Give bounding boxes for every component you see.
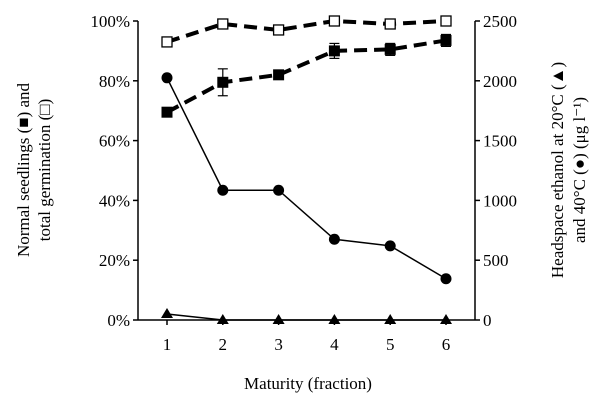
x-tick-label: 5: [386, 335, 395, 354]
left-axis-title-line1: Normal seedlings (■) and: [14, 82, 33, 257]
data-point-ethanol_40C: [384, 240, 396, 252]
x-tick-label: 4: [330, 335, 339, 354]
data-point-ethanol_20C: [440, 314, 452, 324]
left-tick-label: 40%: [99, 191, 130, 210]
data-point-ethanol_20C: [161, 308, 173, 319]
series-lines: [166, 18, 447, 321]
right-tick-label: 2500: [483, 12, 517, 31]
x-tick-label: 1: [163, 335, 172, 354]
x-tick-label: 6: [442, 335, 451, 354]
x-tick-label: 2: [219, 335, 228, 354]
series-line-ethanol_40C: [166, 77, 447, 280]
data-point-ethanol_20C: [216, 314, 229, 324]
data-point-normal_seedlings: [328, 45, 340, 57]
data-point-total_germination: [272, 24, 285, 36]
left-tick-label: 60%: [99, 132, 130, 151]
markers: [161, 15, 452, 324]
data-point-ethanol_20C: [272, 314, 285, 324]
error-bars: [162, 33, 451, 118]
data-point-ethanol_40C: [273, 184, 285, 196]
data-point-ethanol_40C: [217, 184, 229, 196]
series-line-total_germination: [166, 18, 447, 44]
data-point-normal_seedlings: [217, 76, 229, 88]
data-point-normal_seedlings: [384, 43, 396, 55]
data-point-total_germination: [161, 36, 173, 48]
data-point-ethanol_40C: [440, 273, 452, 285]
right-tick-label: 0: [483, 311, 492, 330]
left-tick-label: 0%: [107, 311, 130, 330]
right-axis-title-line1: Headspace ethanol at 20°C (▲): [548, 62, 567, 278]
data-point-ethanol_20C: [384, 314, 397, 324]
series-line-ethanol_20C: [166, 313, 446, 321]
left-tick-label: 20%: [99, 251, 130, 270]
x-axis-title: Maturity (fraction): [244, 374, 372, 393]
data-point-total_germination: [384, 18, 396, 30]
left-axis-title-line2: total germination (□): [35, 99, 54, 241]
right-tick-label: 500: [483, 251, 509, 270]
data-point-normal_seedlings: [161, 106, 173, 118]
right-tick-label: 1000: [483, 191, 517, 210]
data-point-normal_seedlings: [273, 69, 285, 81]
ticks: 0% 20% 40% 60% 80% 100% 0 500 1000 1500 2000 2500 1 2…: [90, 12, 517, 354]
data-point-ethanol_40C: [161, 72, 173, 84]
left-tick-label: 80%: [99, 72, 130, 91]
data-point-total_germination: [440, 15, 452, 27]
data-point-ethanol_20C: [328, 314, 341, 324]
data-point-normal_seedlings: [440, 34, 452, 46]
data-point-total_germination: [217, 18, 229, 30]
data-point-ethanol_40C: [328, 233, 340, 245]
data-point-total_germination: [328, 15, 341, 27]
right-tick-label: 2000: [483, 72, 517, 91]
right-axis-title-line2: and 40°C (●) (μg l⁻¹): [570, 97, 589, 243]
axes: [137, 21, 476, 321]
series-line-normal_seedlings: [166, 38, 447, 114]
left-tick-label: 100%: [90, 12, 130, 31]
right-tick-label: 1500: [483, 132, 517, 151]
x-tick-label: 3: [274, 335, 283, 354]
